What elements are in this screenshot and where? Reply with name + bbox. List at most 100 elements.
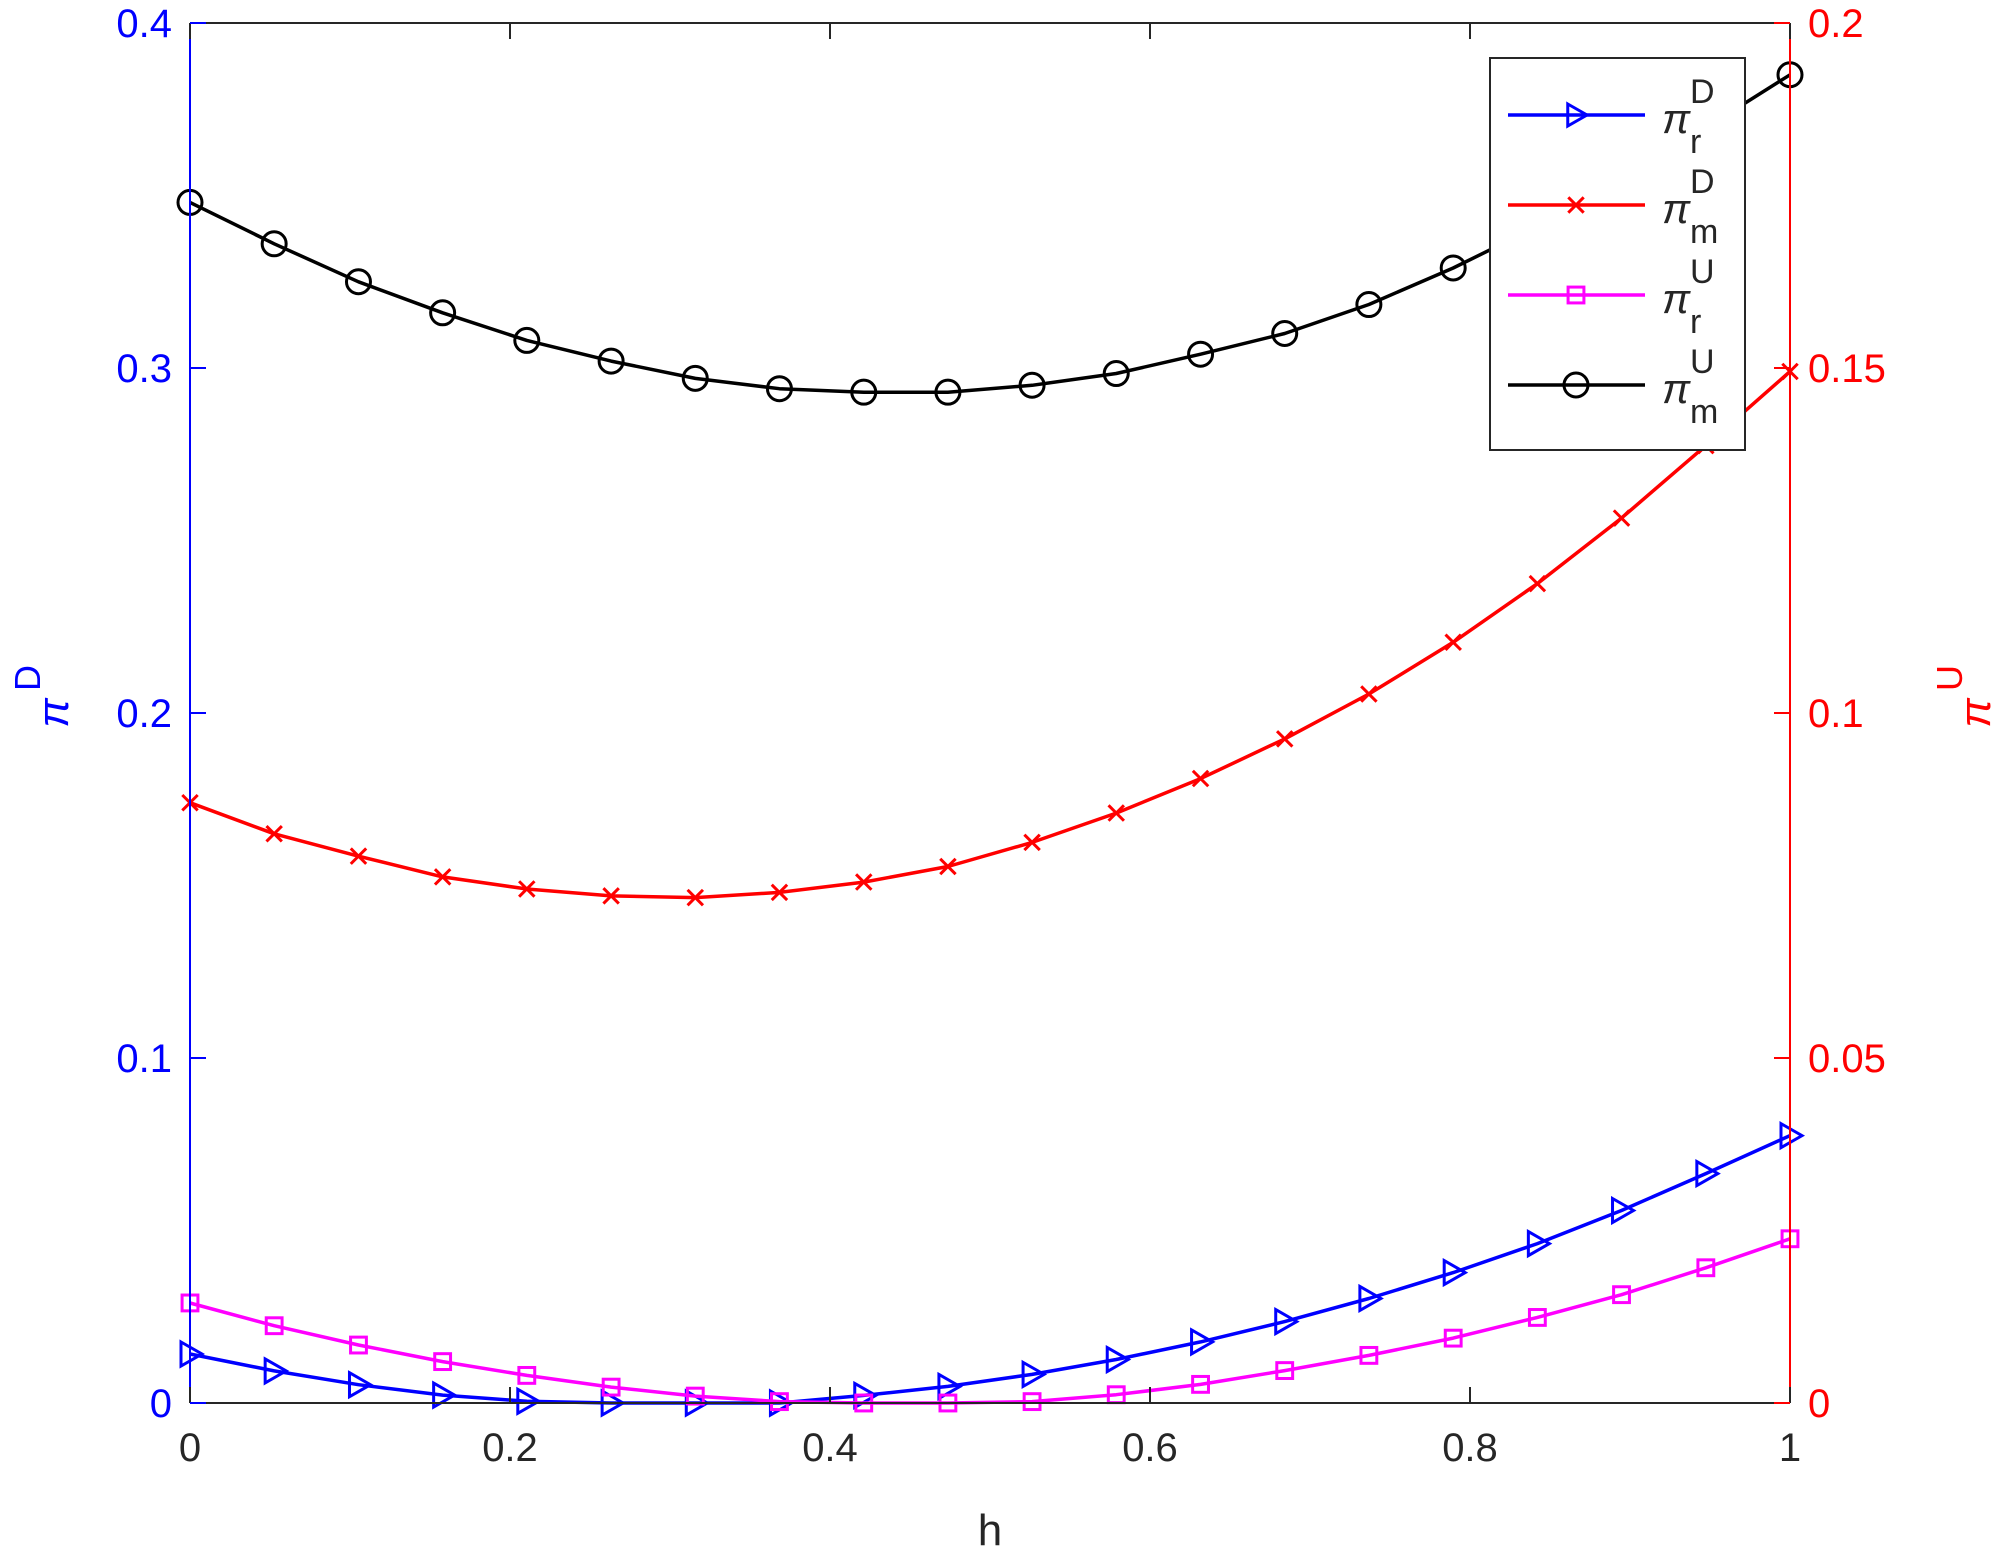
data-point: [1190, 1327, 1216, 1357]
left-y-tick-label: 0.2: [116, 692, 172, 736]
axis-label-base: π: [1951, 697, 2000, 728]
data-point: [433, 868, 452, 886]
data-point: [1271, 320, 1299, 347]
data-point: [1102, 360, 1130, 388]
data-point: [1018, 371, 1046, 399]
data-point: [937, 1371, 963, 1402]
legend-marker: [1562, 371, 1590, 399]
x-tick-label: 1: [1779, 1426, 1801, 1470]
x-axis-label: h: [978, 1506, 1002, 1553]
marker-stroke: [1360, 685, 1378, 703]
data-point: [1355, 291, 1383, 319]
x-tick-label: 0: [179, 1426, 201, 1470]
data-point: [347, 1370, 374, 1400]
data-point: [1021, 1359, 1048, 1389]
data-point: [518, 880, 536, 898]
data-point: [349, 847, 368, 865]
right-y-tick-label: 0: [1808, 1382, 1830, 1426]
data-point: [1527, 1308, 1547, 1327]
data-point: [1696, 1258, 1716, 1278]
data-point: [1187, 340, 1215, 368]
data-point: [854, 873, 873, 891]
data-point: [770, 1392, 789, 1412]
legend-entry-1: πDm: [1508, 163, 1718, 251]
data-point: [1022, 1392, 1042, 1412]
x-tick-label: 0.6: [1122, 1426, 1178, 1470]
marker-stroke: [1275, 730, 1294, 748]
legend-label-sup: U: [1690, 253, 1715, 291]
data-point: [1107, 804, 1126, 822]
left-y-tick-label: 0.1: [116, 1037, 172, 1081]
data-point: [1526, 1229, 1553, 1259]
right-y-tick-label: 0.05: [1808, 1037, 1886, 1081]
x-tick-label: 0.2: [482, 1426, 538, 1470]
data-point: [1443, 1328, 1463, 1348]
legend-label-base: π: [1662, 365, 1691, 412]
legend-label-sub: r: [1690, 123, 1701, 161]
data-point: [1439, 254, 1467, 282]
right-y-tick-label: 0.15: [1808, 347, 1886, 391]
series-line: [189, 370, 1792, 900]
marker-stroke: [770, 883, 789, 902]
series-line: [189, 1237, 1791, 1405]
legend-marker: [1567, 196, 1585, 214]
data-point: [429, 299, 457, 327]
data-point: [685, 1386, 705, 1406]
marker-stroke: [1191, 769, 1210, 788]
data-point: [1611, 1195, 1637, 1226]
data-point: [1275, 1361, 1295, 1380]
series-0: [179, 1121, 1806, 1418]
data-point: [260, 230, 288, 258]
data-point: [1358, 1283, 1384, 1314]
marker-stroke: [433, 868, 452, 886]
axis-label-base: π: [29, 697, 78, 728]
data-point: [850, 378, 878, 406]
legend-label-sub: m: [1690, 393, 1718, 431]
marker-stroke: [854, 873, 873, 891]
legend-label-sup: D: [1690, 73, 1715, 111]
data-point: [1528, 574, 1547, 593]
data-point: [602, 887, 620, 905]
left-y-tick-label: 0.3: [116, 347, 172, 391]
axis-label-sup: D: [7, 665, 48, 691]
marker-stroke: [265, 824, 283, 843]
x-tick-label: 0.4: [802, 1426, 858, 1470]
legend-marker: [1566, 285, 1586, 305]
legend-entry-3: πUm: [1508, 343, 1718, 431]
data-point: [432, 1380, 458, 1410]
data-point: [1779, 1121, 1806, 1151]
marker-stroke: [939, 857, 957, 876]
legend-entry-2: πUr: [1508, 253, 1715, 341]
data-point: [516, 1386, 542, 1416]
data-point: [1612, 509, 1631, 527]
data-point: [934, 378, 962, 406]
data-point: [1359, 1345, 1379, 1365]
data-point: [1105, 1344, 1132, 1375]
data-point: [179, 1339, 206, 1369]
data-point: [1695, 1158, 1721, 1189]
axes: 0 0.2 0.4 0.6 0.8 100.10.20.30.400.050.10.150…: [7, 2, 2000, 1553]
legend-label-sup: D: [1690, 163, 1715, 201]
data-point: [939, 857, 957, 876]
data-point: [264, 1316, 284, 1336]
left-y-axis-label: πD: [7, 665, 78, 728]
legend-label-base: π: [1662, 185, 1691, 232]
legend-entry-0: πDr: [1508, 73, 1715, 161]
data-point: [1442, 1258, 1469, 1288]
data-point: [686, 888, 705, 907]
legend-label-base: π: [1662, 95, 1691, 142]
data-point: [1444, 633, 1462, 652]
marker-stroke: [1023, 833, 1041, 852]
series-line: [189, 1134, 1791, 1405]
data-point: [517, 1365, 537, 1385]
legend-label-base: π: [1662, 275, 1691, 322]
marker-stroke: [1444, 633, 1462, 652]
legend-marker: [1566, 101, 1591, 129]
data-point: [601, 1377, 621, 1397]
left-y-tick-label: 0: [150, 1382, 172, 1426]
data-point: [513, 326, 541, 354]
data-point: [1191, 1374, 1210, 1394]
marker-stroke: [1612, 509, 1631, 527]
